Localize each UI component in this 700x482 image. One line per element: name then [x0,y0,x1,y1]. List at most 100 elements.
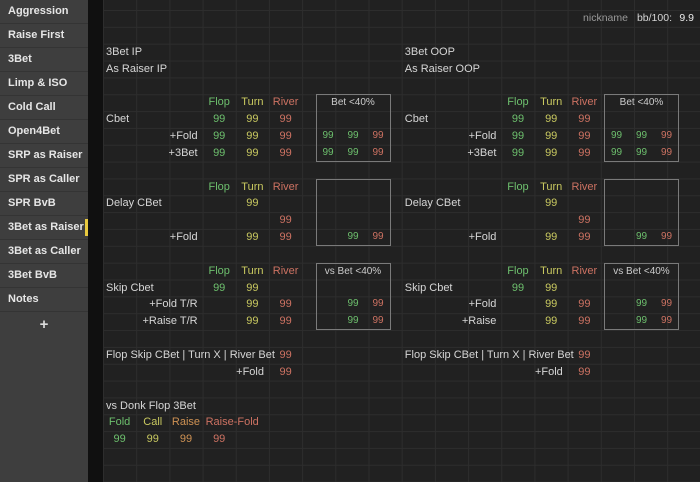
stat-value: 99 [578,146,591,159]
threshold-stat-value: 99 [372,298,384,310]
stat-value: 99 [246,113,259,126]
threshold-stat-value: 99 [660,129,673,141]
stat-value: 99 [279,214,292,227]
stat-value: 99 [545,298,558,311]
stat-value: 99 [279,129,292,142]
threshold-stat-value: 99 [372,146,384,158]
threshold-box [604,178,679,246]
stat-label-raise-tr: +Raise T/R [142,315,198,328]
col-header-turn: Turn [540,264,563,277]
section-title-3bet-ip: 3Bet IP [106,45,143,58]
threshold-stat-value: 99 [635,298,648,310]
stat-label-3bet: +3Bet [168,146,198,159]
stat-value: 99 [545,315,558,328]
stat-value: 99 [213,129,226,142]
stat-label-skip-cbet: Skip Cbet [106,281,154,294]
threshold-box: vs Bet <40% [315,262,391,331]
stat-value: 99 [246,298,259,311]
threshold-stat-value: 99 [635,231,648,243]
threshold-stat-value: 99 [660,146,673,158]
stat-value: 99 [146,433,159,446]
stat-value: 99 [213,281,226,294]
stat-value: 99 [511,146,525,159]
sidebar-item-notes[interactable]: Notes [0,288,88,312]
sidebar-item-3bet-as-caller[interactable]: 3Bet as Caller [0,240,88,264]
sidebar-item-raise-first[interactable]: Raise First [0,24,88,48]
threshold-box: vs Bet <40% [604,262,679,331]
stat-label-fold: +Fold [169,231,198,244]
stat-label-fold: +Fold [468,129,497,142]
threshold-stat-value: 99 [347,231,359,243]
nickname-label: nickname [583,12,628,24]
threshold-stat-value: 99 [347,146,359,158]
sidebar: Aggression Raise First 3Bet Limp & ISO Cold … [0,0,88,482]
stat-value: 99 [511,281,525,294]
stat-value: 99 [279,349,292,361]
threshold-stat-value: 99 [347,129,359,141]
sidebar-item-3bet[interactable]: 3Bet [0,48,88,72]
stat-value: 99 [545,197,558,210]
sidebar-item-3bet-as-raiser[interactable]: 3Bet as Raiser [0,216,88,240]
section-title-3bet-oop: 3Bet OOP [404,45,455,58]
threshold-stat-value: 99 [372,315,384,327]
stat-label-skip-cbet: Skip Cbet [404,281,453,294]
stat-value: 99 [246,315,259,328]
col-header-raise-fold: Raise-Fold [205,416,259,429]
stat-value: 99 [578,214,591,227]
stat-label-cbet: Cbet [404,113,429,126]
threshold-stat-value: 99 [372,129,384,141]
col-header-turn: Turn [540,180,563,193]
threshold-box: Bet <40% [604,94,679,162]
bb100-label: bb/100: [636,12,672,24]
stat-value: 99 [545,113,558,126]
add-item-button[interactable]: + [39,316,49,333]
threshold-stat-value: 99 [322,129,334,141]
stat-value: 99 [279,113,292,126]
sidebar-item-srp-as-raiser[interactable]: SRP as Raiser [0,144,88,168]
stat-value: 99 [279,365,292,378]
stat-value: 99 [279,231,292,244]
col-header-turn: Turn [241,180,264,193]
threshold-stat-value: 99 [660,298,673,310]
stats-grid-area: nickname bb/100: 9.9 Bet <40% vs Bet <40%… [88,0,700,482]
threshold-stat-value: 99 [347,298,359,310]
sidebar-item-limp-iso[interactable]: Limp & ISO [0,72,88,96]
sidebar-item-spr-as-caller[interactable]: SPR as Caller [0,168,88,192]
col-header-flop: Flop [208,96,230,109]
stat-value: 99 [545,231,558,244]
stat-label-3bet: +3Bet [467,146,497,159]
stat-label-fold: +Fold [534,365,563,378]
threshold-stat-value: 99 [660,315,673,327]
stat-value: 99 [578,349,591,361]
threshold-stat-value: 99 [347,315,359,327]
sidebar-item-spr-bvb[interactable]: SPR BvB [0,192,88,216]
stat-value: 99 [246,146,259,159]
stat-value: 99 [545,146,558,159]
col-header-flop: Flop [507,96,529,109]
threshold-stat-value: 99 [660,231,673,243]
col-header-river: River [272,180,299,193]
col-header-river: River [571,180,598,193]
stat-value: 99 [279,146,292,159]
stat-value: 99 [511,129,525,142]
section-title-as-raiser-oop: As Raiser OOP [404,62,480,75]
stat-value: 99 [578,129,591,142]
col-header-flop: Flop [507,264,529,277]
grid-canvas [103,0,700,482]
stat-value: 99 [213,113,226,126]
col-header-flop: Flop [208,180,230,193]
stat-label-fold: +Fold [468,298,497,311]
sidebar-item-aggression[interactable]: Aggression [0,0,88,24]
stat-label-fold-tr: +Fold T/R [149,298,198,311]
section-title-vs-donk-flop-3bet: vs Donk Flop 3Bet [106,399,196,412]
sidebar-item-3bet-bvb[interactable]: 3Bet BvB [0,264,88,288]
stat-value: 99 [279,315,292,328]
threshold-stat-value: 99 [635,315,648,327]
sidebar-item-open4bet[interactable]: Open4Bet [0,120,88,144]
stat-value: 99 [578,365,591,378]
stat-value: 99 [578,298,591,311]
stat-label-delay-cbet: Delay CBet [404,197,461,210]
sidebar-item-cold-call[interactable]: Cold Call [0,96,88,120]
threshold-stat-value: 99 [610,146,623,158]
stat-value: 99 [279,298,292,311]
